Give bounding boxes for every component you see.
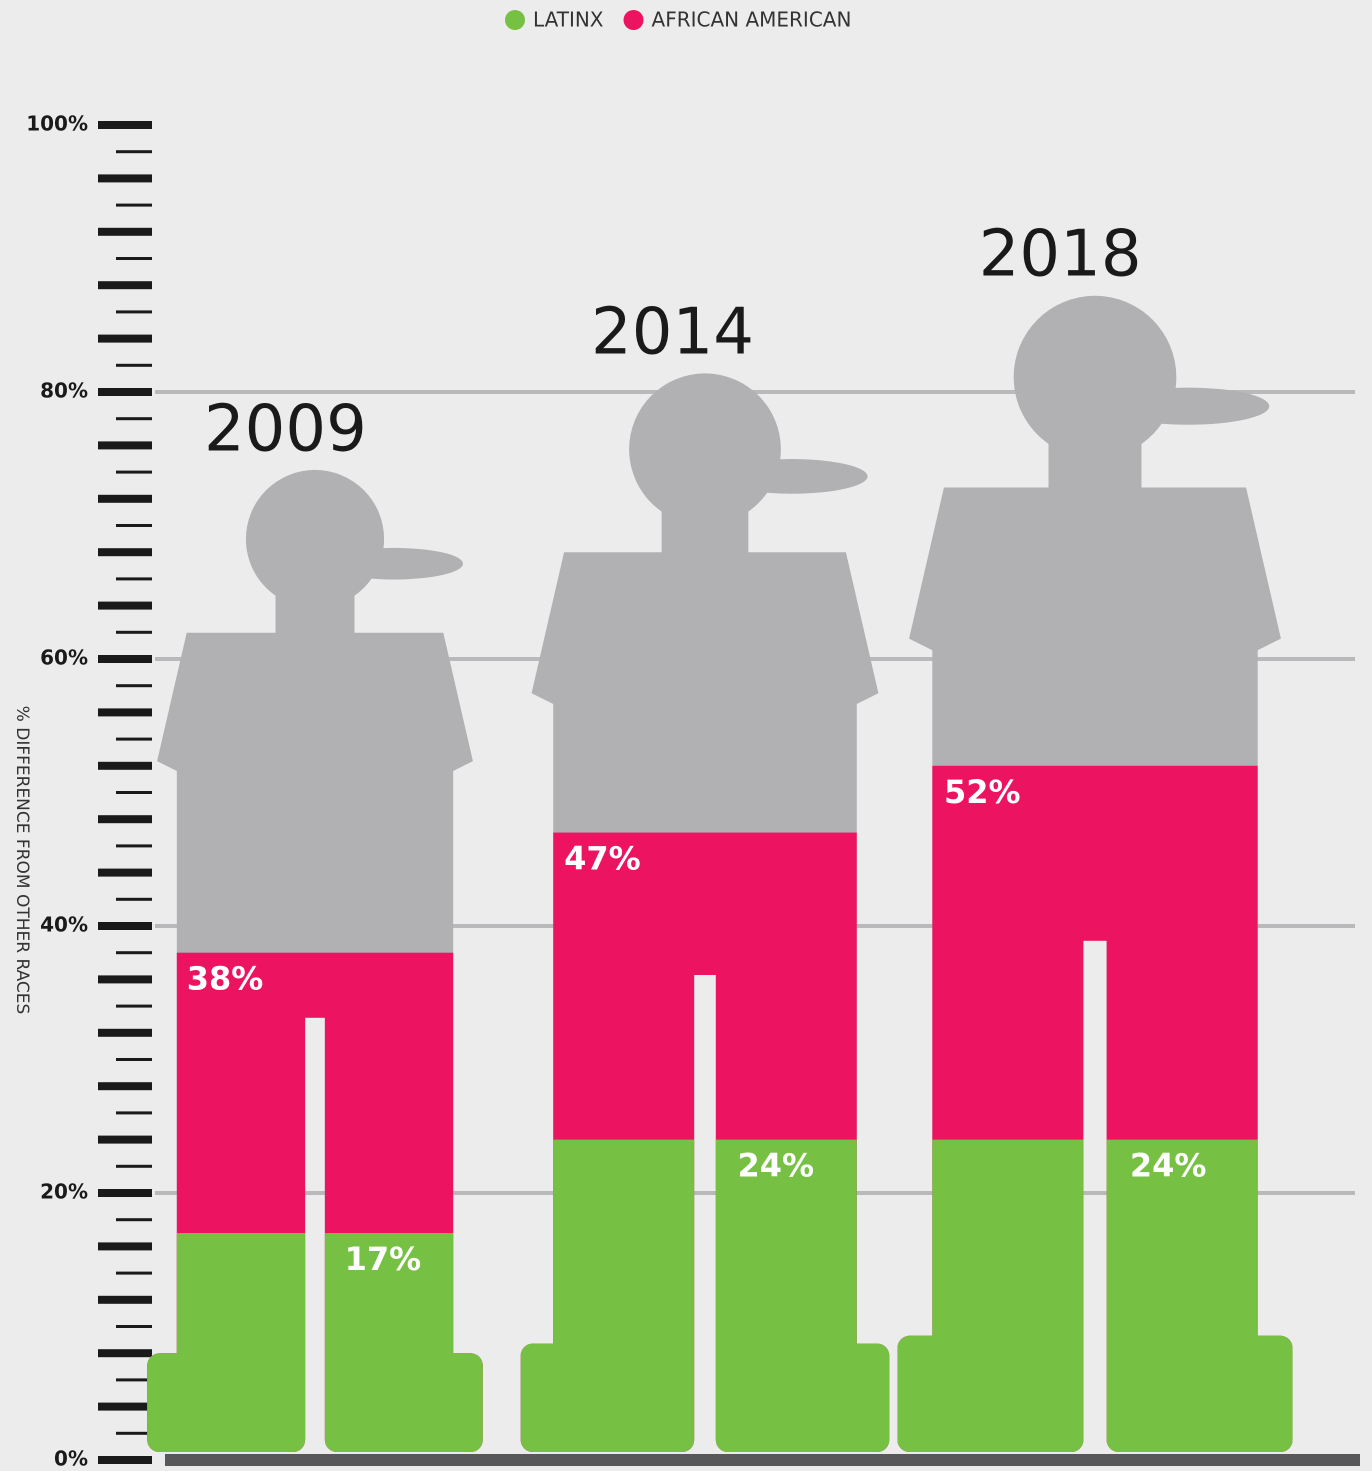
ruler-mark	[116, 631, 152, 634]
ruler-mark	[116, 577, 152, 580]
ruler-mark	[116, 898, 152, 901]
ruler-mark	[116, 1272, 152, 1275]
ruler-mark	[98, 388, 152, 396]
ruler-mark	[116, 364, 152, 367]
ruler-mark	[116, 150, 152, 153]
y-tick-label: 100%	[26, 112, 88, 136]
y-axis-title: % DIFFERENCE FROM OTHER RACES	[12, 706, 32, 1015]
value-label: 47%	[564, 840, 641, 878]
chart: % DIFFERENCE FROM OTHER RACES 0% 20% 40% 60…	[0, 0, 1372, 1471]
value-label: 24%	[738, 1147, 815, 1185]
ruler-mark	[116, 738, 152, 741]
ruler-mark	[98, 602, 152, 610]
ruler-mark	[98, 922, 152, 930]
ruler-mark	[98, 281, 152, 289]
ruler-mark	[98, 174, 152, 182]
ruler-mark	[98, 441, 152, 449]
ruler-mark	[116, 310, 152, 313]
ruler-mark	[98, 815, 152, 823]
ruler-mark	[116, 1378, 152, 1381]
value-label: 52%	[944, 773, 1021, 811]
y-tick-label: 0%	[54, 1447, 88, 1471]
value-label: 38%	[187, 960, 264, 998]
ruler-mark	[116, 471, 152, 474]
legend-label: LATINX	[533, 8, 604, 32]
ruler-mark	[98, 548, 152, 556]
ruler-mark	[116, 1165, 152, 1168]
y-tick-label: 80%	[40, 379, 88, 403]
ruler-mark	[116, 951, 152, 954]
ruler-mark	[98, 335, 152, 343]
ruler-mark	[116, 1111, 152, 1114]
ruler-mark	[116, 684, 152, 687]
ruler-mark	[98, 869, 152, 877]
ruler-mark	[98, 975, 152, 983]
y-tick-label: 60%	[40, 646, 88, 670]
value-label: 17%	[345, 1240, 422, 1278]
ruler-mark	[116, 1218, 152, 1221]
ruler-mark	[116, 524, 152, 527]
ruler-mark	[98, 1403, 152, 1411]
ruler-mark	[98, 762, 152, 770]
ruler-mark	[116, 1325, 152, 1328]
category-label: 2018	[979, 218, 1142, 292]
ruler-mark	[116, 1005, 152, 1008]
ruler-mark	[98, 495, 152, 503]
ruler-mark	[116, 257, 152, 260]
ruler-mark	[98, 655, 152, 663]
ruler-mark	[98, 1349, 152, 1357]
ruler-mark	[98, 121, 152, 129]
legend: LATINX AFRICAN AMERICAN	[505, 8, 851, 32]
legend-label: AFRICAN AMERICAN	[652, 8, 852, 32]
ruler-mark	[116, 1058, 152, 1061]
legend-swatch	[624, 10, 644, 30]
ruler-mark	[98, 1136, 152, 1144]
category-label: 2014	[591, 296, 754, 370]
y-tick-label: 40%	[40, 913, 88, 937]
value-label: 24%	[1130, 1147, 1207, 1185]
baseline	[165, 1454, 1360, 1466]
ruler-mark	[116, 791, 152, 794]
ruler-mark	[116, 1432, 152, 1435]
ruler-mark	[98, 1296, 152, 1304]
ruler-mark	[98, 1456, 152, 1464]
ruler-mark	[116, 844, 152, 847]
ruler-mark	[98, 1029, 152, 1037]
legend-swatch	[505, 10, 525, 30]
ruler-mark	[98, 1189, 152, 1197]
ruler-mark	[116, 204, 152, 207]
ruler-mark	[116, 417, 152, 420]
ruler-mark	[98, 228, 152, 236]
ruler-mark	[98, 708, 152, 716]
y-tick-label: 20%	[40, 1180, 88, 1204]
category-label: 2009	[204, 393, 367, 467]
ruler-mark	[98, 1242, 152, 1250]
ruler-mark	[98, 1082, 152, 1090]
